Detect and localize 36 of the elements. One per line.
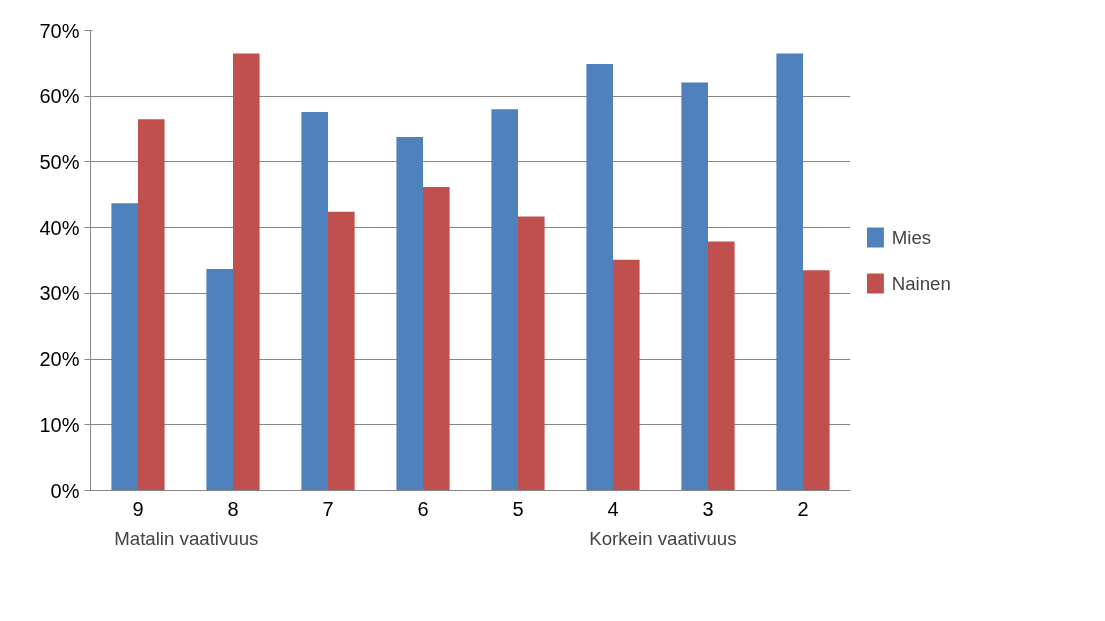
legend-label: Mies	[891, 227, 932, 248]
y-tick-label: 70%	[39, 19, 80, 42]
bar	[776, 53, 803, 491]
y-tick-label: 40%	[39, 216, 80, 239]
x-tick-label: 6	[417, 497, 429, 520]
bar	[803, 270, 830, 491]
bar	[396, 136, 423, 491]
y-tick-label: 60%	[39, 85, 80, 108]
text: Korkein vaativuus	[589, 528, 737, 549]
bar	[328, 211, 355, 491]
bar	[518, 216, 545, 491]
x-tick-label: 9	[132, 497, 144, 520]
y-tick-label: 10%	[39, 413, 80, 436]
y-tick-label: 30%	[39, 282, 80, 305]
bar	[206, 269, 233, 491]
bar	[586, 64, 613, 491]
x-tick-label: 3	[702, 497, 714, 520]
bar	[708, 241, 735, 491]
y-tick-label: 0%	[50, 479, 80, 502]
bar	[111, 203, 138, 491]
x-tick-label: 5	[512, 497, 524, 520]
text: Matalin vaativuus	[114, 528, 259, 549]
y-tick-label: 20%	[39, 348, 80, 371]
x-tick-label: 7	[322, 497, 334, 520]
bar	[138, 119, 165, 491]
x-tick-label: 8	[227, 497, 239, 520]
legend-label: Nainen	[891, 273, 951, 294]
x-tick-label: 4	[607, 497, 619, 520]
bar	[613, 259, 640, 491]
bar	[491, 109, 518, 491]
bar	[301, 111, 328, 491]
bar	[423, 186, 450, 491]
bar	[233, 53, 260, 491]
bar	[681, 82, 708, 491]
x-tick-label: 2	[797, 497, 809, 520]
y-tick-label: 50%	[39, 150, 80, 173]
